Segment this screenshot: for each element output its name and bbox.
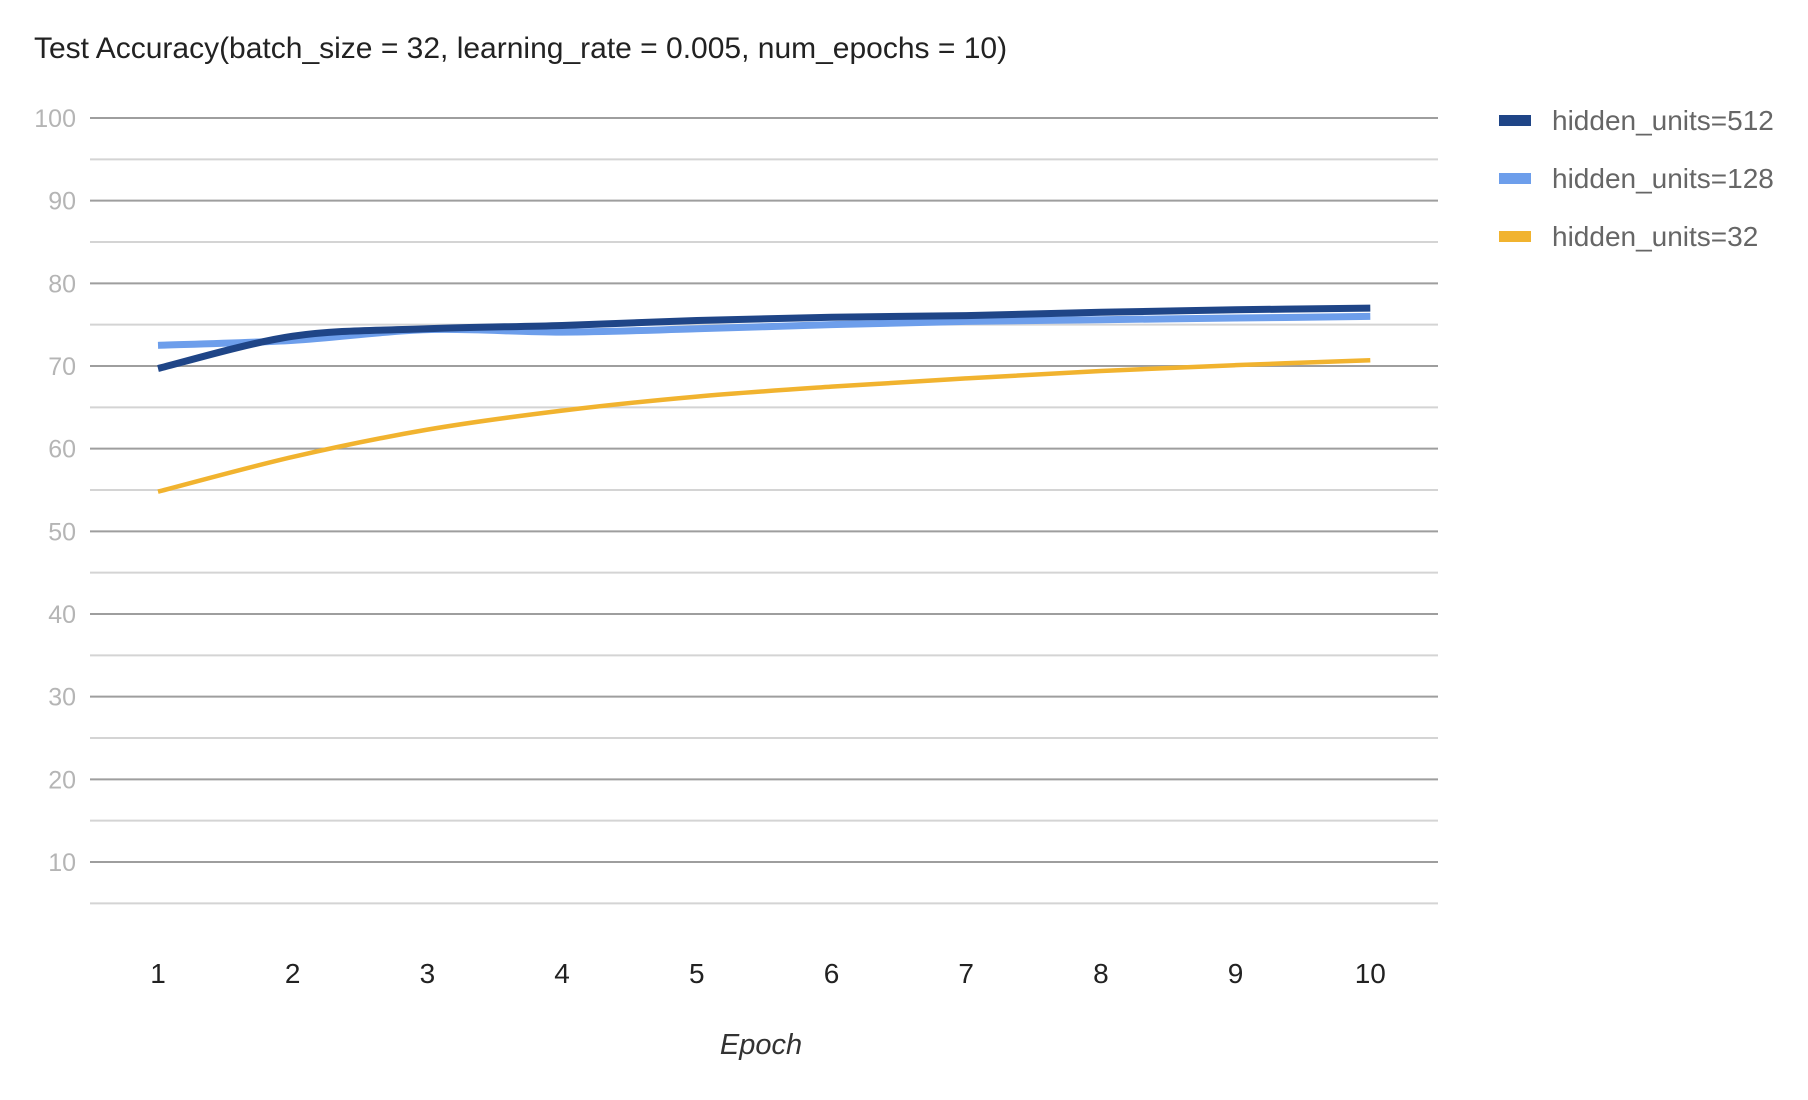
y-tick-label: 80	[48, 270, 76, 298]
x-tick-label: 4	[554, 958, 570, 989]
legend-label: hidden_units=32	[1552, 221, 1758, 252]
y-tick-label: 10	[48, 849, 76, 877]
y-tick-label: 90	[48, 188, 76, 216]
x-tick-label: 10	[1355, 958, 1386, 989]
x-tick-label: 8	[1093, 958, 1109, 989]
x-tick-label: 6	[824, 958, 840, 989]
y-tick-label: 60	[48, 436, 76, 464]
gridlines	[90, 117, 1438, 905]
legend-label: hidden_units=512	[1552, 105, 1774, 136]
y-tick-label: 40	[48, 601, 76, 629]
series-line-hidden-units-128	[157, 312, 1371, 349]
y-tick-label: 50	[48, 518, 76, 546]
legend-label: hidden_units=128	[1552, 163, 1774, 194]
y-axis-ticks: 10 20 30 40 50 60 70 80 90 100	[34, 105, 76, 877]
x-tick-label: 2	[285, 958, 301, 989]
y-tick-label: 20	[48, 766, 76, 794]
series-line-hidden-units-512	[157, 304, 1371, 372]
x-tick-label: 5	[689, 958, 705, 989]
x-axis-label: Epoch	[720, 1029, 802, 1061]
y-tick-label: 100	[34, 105, 76, 133]
x-tick-label: 1	[150, 958, 166, 989]
legend-swatch	[1499, 231, 1531, 242]
x-tick-label: 3	[420, 958, 436, 989]
chart-title: Test Accuracy(batch_size = 32, learning_…	[34, 32, 1007, 65]
legend-swatch	[1499, 115, 1531, 126]
x-axis-ticks: 1 2 3 4 5 6 7 8 9 10	[150, 958, 1386, 989]
x-tick-label: 9	[1228, 958, 1244, 989]
x-tick-label: 7	[958, 958, 974, 989]
y-tick-label: 30	[48, 684, 76, 712]
legend-swatch	[1499, 173, 1531, 184]
legend: hidden_units=512 hidden_units=128 hidden_u…	[1499, 105, 1774, 252]
series-lines	[157, 304, 1371, 494]
y-tick-label: 70	[48, 353, 76, 381]
series-line-hidden-units-32	[157, 357, 1371, 494]
